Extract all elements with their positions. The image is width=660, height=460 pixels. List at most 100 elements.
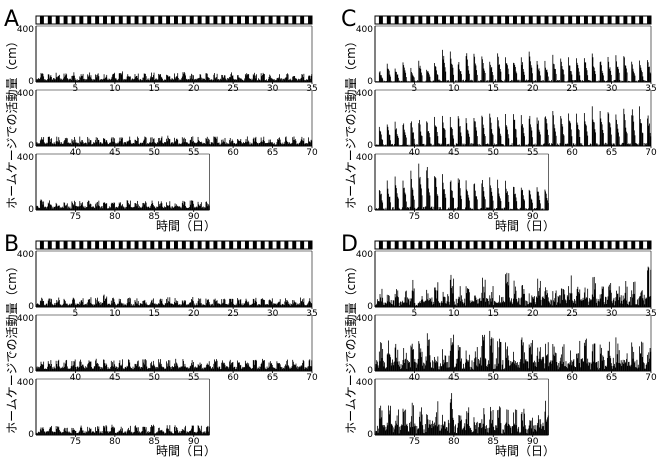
activity-bar <box>380 301 382 307</box>
activity-bar <box>509 209 510 210</box>
activity-bar <box>632 68 634 82</box>
activity-bar <box>86 305 88 307</box>
activity-bar <box>511 426 513 435</box>
activity-bar <box>191 363 192 371</box>
activity-bar <box>410 345 412 371</box>
activity-bar <box>183 300 185 307</box>
activity-bar <box>590 299 592 307</box>
activity-bar <box>115 144 117 146</box>
activity-bar <box>250 80 252 82</box>
activity-bar <box>426 170 428 210</box>
activity-bar <box>405 425 407 435</box>
activity-bar <box>526 429 528 435</box>
activity-bar <box>112 427 114 435</box>
activity-bar <box>76 366 78 371</box>
activity-bar <box>514 293 516 307</box>
activity-bar <box>289 367 291 371</box>
activity-bar <box>131 369 133 371</box>
activity-bar <box>150 76 152 82</box>
activity-bar <box>460 71 462 82</box>
activity-bar <box>189 303 190 307</box>
activity-bar <box>103 425 104 435</box>
activity-bar <box>158 427 160 435</box>
activity-bar <box>486 80 487 82</box>
activity-bar <box>567 80 569 82</box>
activity-bar <box>151 204 152 210</box>
activity-bar <box>216 300 217 307</box>
activity-bar <box>458 62 460 82</box>
activity-bar <box>402 302 404 307</box>
activity-bar <box>626 300 627 307</box>
activity-bar <box>413 288 415 307</box>
activity-bar <box>259 79 261 82</box>
activity-bar <box>281 80 283 82</box>
activity-bar <box>301 366 303 371</box>
activity-bar <box>222 362 224 371</box>
activity-bar <box>575 367 577 371</box>
activity-bar <box>76 205 77 210</box>
activity-bar <box>454 304 456 307</box>
activity-bar <box>570 293 571 307</box>
activity-bar <box>150 427 152 435</box>
activity-bar <box>522 127 524 146</box>
activity-bar <box>294 364 296 371</box>
activity-bar <box>154 142 156 146</box>
activity-bar <box>411 347 412 371</box>
activity-bar <box>150 205 152 210</box>
activity-bar <box>390 303 391 307</box>
activity-bar <box>388 340 389 371</box>
activity-bar <box>593 361 594 371</box>
activity-bar <box>261 298 263 307</box>
activity-bar <box>82 302 83 307</box>
activity-bar <box>500 423 502 435</box>
activity-bar <box>518 144 520 146</box>
activity-bar <box>535 304 537 307</box>
activity-bar <box>625 281 627 307</box>
activity-bar <box>470 367 472 371</box>
activity-bar <box>538 68 540 82</box>
activity-bar <box>536 60 538 82</box>
activity-bar <box>496 80 498 82</box>
activity-bar <box>411 298 412 307</box>
activity-bar <box>453 367 455 371</box>
activity-bar <box>488 144 489 146</box>
activity-bar <box>260 299 262 307</box>
activity-bar <box>259 143 261 146</box>
activity-bar <box>295 78 297 82</box>
activity-bar <box>502 360 504 371</box>
activity-bar <box>205 298 207 307</box>
panel-label: B <box>4 232 19 257</box>
activity-bar <box>191 200 193 210</box>
activity-bar <box>457 298 459 307</box>
activity-bar <box>139 431 140 435</box>
activity-bar <box>223 142 225 146</box>
activity-bar <box>650 136 652 146</box>
activity-bar <box>214 362 216 371</box>
activity-bar <box>510 80 512 82</box>
activity-bar <box>542 296 544 307</box>
activity-bar <box>556 304 558 307</box>
activity-bar <box>200 303 202 307</box>
activity-bar <box>177 301 179 307</box>
dark-phase-block <box>103 16 107 24</box>
activity-bar <box>382 81 384 82</box>
activity-bar <box>380 75 382 82</box>
activity-bar <box>507 65 508 82</box>
dark-phase-block <box>576 241 581 249</box>
activity-bar <box>101 143 102 146</box>
activity-bar <box>211 142 213 146</box>
activity-bar <box>486 144 488 146</box>
activity-bar <box>411 178 412 210</box>
activity-bar <box>194 303 196 307</box>
activity-bar <box>122 71 123 82</box>
activity-bar <box>254 303 255 307</box>
activity-bar <box>93 431 94 435</box>
activity-bar <box>214 77 216 82</box>
activity-bar <box>560 295 562 307</box>
activity-bar <box>578 353 579 371</box>
activity-bar <box>49 136 50 146</box>
activity-bar <box>590 80 592 82</box>
activity-bar <box>234 79 236 82</box>
activity-bar <box>126 303 128 307</box>
activity-bar <box>268 76 270 82</box>
